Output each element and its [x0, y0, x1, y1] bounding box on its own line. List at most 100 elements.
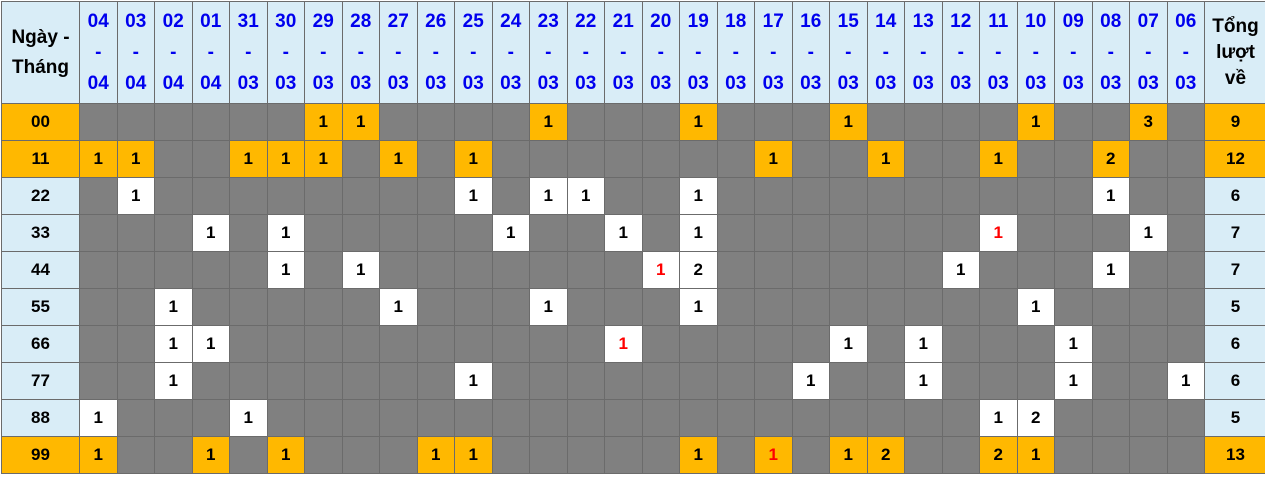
hit-cell: 1 — [1055, 363, 1093, 400]
hit-cell: 1 — [455, 141, 493, 178]
date-month: 03 — [755, 68, 792, 99]
empty-cell — [417, 363, 455, 400]
hit-cell: 1 — [230, 141, 268, 178]
empty-cell — [605, 178, 643, 215]
hit-cell: 1 — [642, 252, 680, 289]
hit-cell: 2 — [1017, 400, 1055, 437]
empty-cell — [755, 326, 793, 363]
date-day: 15 — [830, 6, 867, 37]
empty-cell — [942, 437, 980, 474]
date-day: 30 — [268, 6, 305, 37]
date-sep: - — [605, 37, 642, 68]
empty-cell — [155, 252, 193, 289]
row-label: 11 — [2, 141, 80, 178]
empty-cell — [717, 141, 755, 178]
date-sep: - — [905, 37, 942, 68]
empty-cell — [305, 326, 343, 363]
date-sep: - — [793, 37, 830, 68]
empty-cell — [1092, 363, 1130, 400]
hit-cell: 1 — [1167, 363, 1205, 400]
date-sep: - — [1168, 37, 1205, 68]
empty-cell — [1017, 141, 1055, 178]
empty-cell — [867, 104, 905, 141]
hit-cell: 1 — [417, 437, 455, 474]
empty-cell — [1167, 289, 1205, 326]
hit-cell: 1 — [267, 141, 305, 178]
empty-cell — [942, 178, 980, 215]
empty-cell — [680, 326, 718, 363]
empty-cell — [830, 400, 868, 437]
empty-cell — [455, 289, 493, 326]
empty-cell — [117, 289, 155, 326]
hit-cell: 1 — [305, 104, 343, 141]
empty-cell — [1092, 326, 1130, 363]
date-header: 17-03 — [755, 2, 793, 104]
date-sep: - — [193, 37, 230, 68]
hit-cell: 1 — [1017, 104, 1055, 141]
hit-cell: 1 — [567, 178, 605, 215]
date-sep: - — [155, 37, 192, 68]
empty-cell — [267, 178, 305, 215]
date-header: 18-03 — [717, 2, 755, 104]
hit-cell: 1 — [1092, 178, 1130, 215]
hit-cell: 1 — [530, 104, 568, 141]
hit-cell: 1 — [605, 215, 643, 252]
empty-cell — [417, 400, 455, 437]
empty-cell — [567, 437, 605, 474]
empty-cell — [867, 363, 905, 400]
date-month: 03 — [1093, 68, 1130, 99]
date-header: 02-04 — [155, 2, 193, 104]
empty-cell — [305, 437, 343, 474]
empty-cell — [792, 326, 830, 363]
empty-cell — [605, 400, 643, 437]
empty-cell — [342, 141, 380, 178]
empty-cell — [1167, 215, 1205, 252]
date-month: 03 — [493, 68, 530, 99]
row-total: 13 — [1205, 437, 1265, 474]
empty-cell — [492, 104, 530, 141]
empty-cell — [830, 289, 868, 326]
date-day: 14 — [868, 6, 905, 37]
empty-cell — [830, 178, 868, 215]
empty-cell — [380, 400, 418, 437]
date-header: 12-03 — [942, 2, 980, 104]
date-sep: - — [718, 37, 755, 68]
date-month: 04 — [155, 68, 192, 99]
empty-cell — [567, 289, 605, 326]
empty-cell — [342, 363, 380, 400]
hit-cell: 1 — [117, 141, 155, 178]
empty-cell — [1017, 178, 1055, 215]
empty-cell — [342, 289, 380, 326]
date-sep: - — [1055, 37, 1092, 68]
date-sep: - — [305, 37, 342, 68]
empty-cell — [867, 252, 905, 289]
empty-cell — [455, 400, 493, 437]
empty-cell — [155, 178, 193, 215]
hit-cell: 1 — [755, 141, 793, 178]
date-sep: - — [1018, 37, 1055, 68]
empty-cell — [792, 437, 830, 474]
empty-cell — [417, 141, 455, 178]
date-month: 04 — [80, 68, 117, 99]
hit-cell: 1 — [155, 363, 193, 400]
empty-cell — [605, 104, 643, 141]
empty-cell — [1092, 104, 1130, 141]
empty-cell — [792, 104, 830, 141]
date-month: 03 — [530, 68, 567, 99]
empty-cell — [417, 326, 455, 363]
empty-cell — [192, 400, 230, 437]
empty-cell — [305, 252, 343, 289]
row-total: 12 — [1205, 141, 1265, 178]
empty-cell — [1055, 437, 1093, 474]
empty-cell — [717, 326, 755, 363]
empty-cell — [192, 363, 230, 400]
hit-cell: 1 — [1055, 326, 1093, 363]
empty-cell — [755, 400, 793, 437]
hit-cell: 1 — [305, 141, 343, 178]
